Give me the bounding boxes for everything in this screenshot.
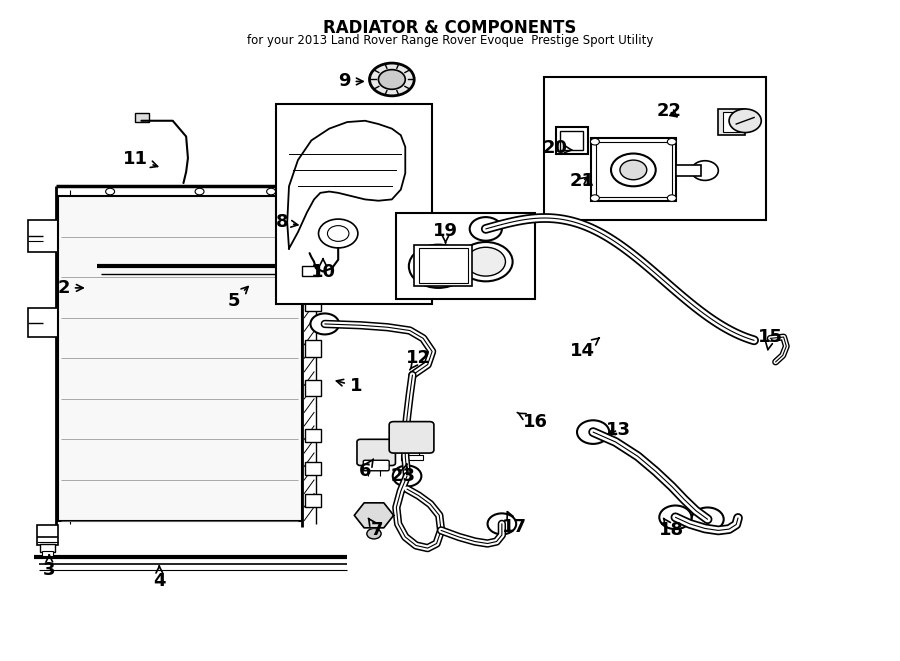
Bar bbox=[414, 245, 472, 286]
Bar bbox=[305, 294, 321, 311]
Bar bbox=[28, 307, 62, 337]
Text: 10: 10 bbox=[310, 259, 336, 280]
Circle shape bbox=[668, 195, 676, 202]
Text: 3: 3 bbox=[43, 555, 56, 579]
Text: 8: 8 bbox=[275, 214, 298, 231]
Text: 1: 1 bbox=[337, 377, 363, 395]
Circle shape bbox=[195, 188, 204, 195]
Circle shape bbox=[319, 219, 358, 248]
Text: 12: 12 bbox=[406, 349, 431, 369]
Circle shape bbox=[399, 428, 424, 447]
Circle shape bbox=[378, 69, 405, 89]
Text: 15: 15 bbox=[758, 328, 783, 350]
Bar bbox=[305, 429, 321, 442]
Bar bbox=[28, 220, 62, 252]
Circle shape bbox=[429, 260, 447, 273]
FancyBboxPatch shape bbox=[364, 460, 389, 471]
Text: 14: 14 bbox=[570, 338, 599, 360]
Text: 9: 9 bbox=[338, 73, 363, 91]
Bar bbox=[371, 514, 377, 530]
Circle shape bbox=[660, 506, 691, 529]
Bar bbox=[676, 165, 701, 176]
Circle shape bbox=[266, 188, 275, 195]
Circle shape bbox=[392, 465, 421, 486]
Circle shape bbox=[466, 247, 506, 276]
Text: 2: 2 bbox=[58, 279, 83, 297]
Bar bbox=[135, 113, 149, 122]
FancyBboxPatch shape bbox=[389, 422, 434, 453]
Bar bbox=[275, 104, 432, 304]
Bar bbox=[305, 461, 321, 475]
Bar bbox=[37, 525, 58, 545]
Circle shape bbox=[420, 253, 456, 280]
Circle shape bbox=[691, 508, 724, 531]
Circle shape bbox=[470, 217, 502, 241]
Bar bbox=[723, 112, 741, 132]
Text: 16: 16 bbox=[518, 412, 547, 431]
Polygon shape bbox=[287, 121, 405, 249]
Bar bbox=[544, 77, 766, 220]
Text: 6: 6 bbox=[359, 459, 374, 481]
Text: 11: 11 bbox=[122, 150, 158, 168]
Text: 13: 13 bbox=[606, 421, 631, 439]
Bar bbox=[305, 494, 321, 508]
Circle shape bbox=[668, 138, 676, 145]
Circle shape bbox=[367, 528, 381, 539]
Circle shape bbox=[409, 245, 468, 288]
Circle shape bbox=[105, 188, 114, 195]
Bar bbox=[305, 340, 321, 357]
Circle shape bbox=[611, 153, 656, 186]
Bar bbox=[396, 213, 535, 299]
Text: 19: 19 bbox=[433, 222, 458, 243]
Text: 21: 21 bbox=[570, 172, 595, 190]
FancyBboxPatch shape bbox=[357, 440, 395, 465]
Bar bbox=[305, 379, 321, 396]
Bar bbox=[591, 138, 676, 201]
Circle shape bbox=[577, 420, 609, 444]
Bar bbox=[305, 262, 321, 278]
Circle shape bbox=[488, 514, 517, 534]
Circle shape bbox=[459, 242, 513, 282]
Bar bbox=[418, 248, 468, 284]
Polygon shape bbox=[355, 503, 393, 528]
Bar bbox=[400, 455, 423, 460]
Text: RADIATOR & COMPONENTS: RADIATOR & COMPONENTS bbox=[323, 19, 577, 37]
Circle shape bbox=[729, 109, 761, 133]
Circle shape bbox=[310, 313, 339, 334]
Bar bbox=[40, 544, 55, 552]
Text: 22: 22 bbox=[657, 102, 681, 120]
Circle shape bbox=[590, 195, 599, 202]
Text: 17: 17 bbox=[502, 512, 526, 536]
Bar bbox=[58, 196, 302, 521]
Bar bbox=[560, 131, 583, 150]
Circle shape bbox=[328, 225, 349, 241]
Text: 20: 20 bbox=[543, 139, 572, 157]
Text: 7: 7 bbox=[368, 518, 382, 539]
Circle shape bbox=[691, 161, 718, 180]
Text: 23: 23 bbox=[391, 464, 416, 485]
Bar bbox=[302, 266, 319, 276]
Text: for your 2013 Land Rover Range Rover Evoque  Prestige Sport Utility: for your 2013 Land Rover Range Rover Evo… bbox=[247, 34, 653, 47]
Text: 18: 18 bbox=[660, 518, 684, 539]
Bar bbox=[555, 128, 588, 153]
Bar bbox=[718, 109, 745, 136]
Text: 4: 4 bbox=[153, 566, 166, 590]
Circle shape bbox=[370, 63, 414, 96]
Text: 5: 5 bbox=[228, 287, 248, 310]
Circle shape bbox=[620, 160, 647, 180]
Circle shape bbox=[590, 138, 599, 145]
Bar bbox=[42, 551, 53, 556]
Bar bbox=[596, 141, 671, 198]
